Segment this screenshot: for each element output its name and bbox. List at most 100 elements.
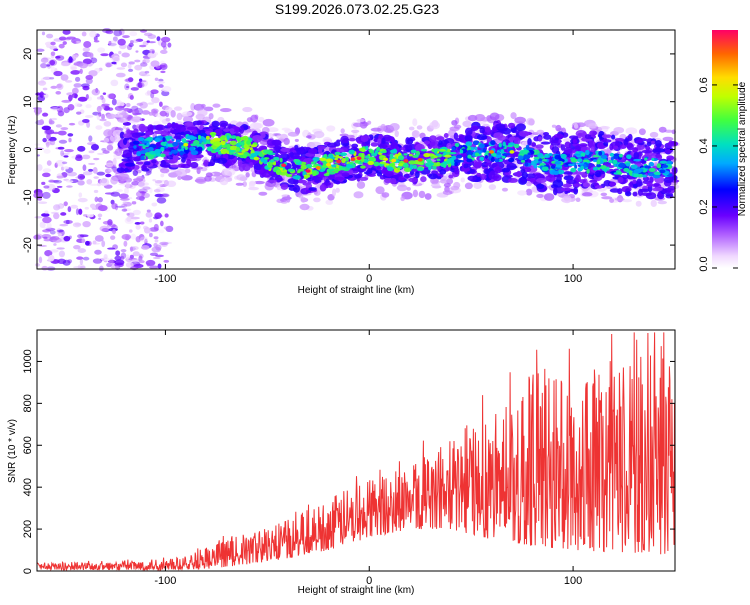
spectrogram-cell	[397, 167, 401, 171]
spectrogram-cell	[642, 174, 647, 178]
spectrogram-cell	[377, 138, 382, 145]
spectrogram-cell	[130, 216, 140, 220]
spectrogram-cell	[146, 90, 151, 96]
spectrogram-cell	[152, 178, 156, 182]
spectrogram-cell	[66, 185, 73, 188]
spectrogram-cell	[465, 141, 473, 147]
spectrogram-cell	[77, 197, 88, 203]
spectrogram-cell	[217, 150, 222, 155]
spectrogram-cell	[171, 138, 175, 142]
spectrogram-cell	[408, 177, 418, 183]
spectrogram-cell	[551, 124, 557, 128]
spectrogram-cell	[89, 183, 99, 186]
spectrogram-cell	[163, 179, 169, 187]
spectrogram-cell	[460, 152, 468, 158]
spectrogram-cell	[662, 136, 674, 142]
spectrogram-cell	[203, 106, 214, 112]
spectrogram-cell	[563, 147, 573, 154]
spectrogram-cell	[661, 164, 669, 168]
spectrogram-cell	[612, 159, 618, 165]
spectrogram-cell	[594, 170, 602, 178]
spectrogram-cell	[88, 135, 93, 142]
spectrogram-cell	[138, 78, 143, 83]
spectrogram-cell	[53, 204, 61, 211]
spectrogram-cell	[160, 60, 165, 66]
spectrogram-cell	[41, 191, 51, 199]
spectrogram-cell	[235, 142, 241, 148]
spectrogram-cell	[75, 76, 81, 82]
spectrogram-cell	[271, 139, 282, 146]
spectrogram-cell	[153, 236, 159, 240]
spectrogram-cell	[146, 142, 150, 147]
spectrogram-cell	[186, 126, 197, 130]
spectrogram-cell	[148, 218, 153, 223]
spectrogram-cell	[150, 108, 159, 114]
spectrogram-cell	[638, 128, 646, 136]
spectrogram-cell	[89, 203, 96, 209]
spectrogram-cell	[116, 189, 123, 193]
spectrogram-cell	[92, 242, 101, 245]
spectrogram-cell	[267, 179, 278, 183]
spectrogram-cell	[489, 112, 500, 121]
spectrogram-cell	[584, 149, 590, 156]
spectrogram-cell	[73, 244, 81, 250]
spectrogram-cell	[601, 134, 609, 139]
spectrogram-cell	[381, 192, 390, 198]
spectrogram-cell	[85, 104, 92, 109]
spectrogram-cell	[335, 187, 340, 193]
spectrogram-cell	[140, 62, 148, 67]
spectrogram-cell	[50, 41, 56, 46]
spectrogram-cell	[352, 122, 365, 128]
spectrogram-cell	[628, 170, 633, 176]
spectrogram-cell	[312, 170, 317, 177]
y-tick-label: 1000	[22, 349, 34, 373]
spectrogram-cell	[115, 72, 126, 78]
spectrogram-cell	[94, 249, 102, 255]
spectrogram-cell	[116, 167, 125, 174]
spectrogram-cell	[490, 156, 495, 163]
spectrogram-cell	[560, 153, 567, 159]
spectrogram-cell	[516, 170, 522, 178]
spectrogram-cell	[389, 123, 400, 131]
spectrogram-peak	[350, 157, 356, 162]
spectrogram-cell	[41, 181, 46, 185]
spectrogram-cell	[131, 258, 140, 263]
spectrogram-cell	[305, 174, 311, 178]
spectrogram-cell	[340, 128, 345, 134]
spectrogram-peak	[336, 159, 342, 164]
spectrogram-cell	[332, 188, 337, 197]
spectrogram-cell	[74, 102, 81, 108]
spectrogram-cell	[85, 93, 89, 100]
spectrogram-cell	[99, 118, 107, 122]
spectrogram-cell	[466, 158, 473, 163]
spectrogram-cell	[412, 189, 419, 198]
spectrogram-cell	[367, 160, 374, 166]
spectrogram-cell	[172, 154, 179, 163]
spectrogram-cell	[379, 155, 386, 158]
colorbar-tick-label: 0.2	[698, 199, 710, 214]
spectrogram-cell	[65, 80, 73, 83]
spectrogram-cell	[625, 162, 631, 167]
spectrogram-cell	[568, 135, 579, 140]
spectrogram-cell	[164, 135, 173, 140]
x-tick-label: -100	[154, 575, 176, 587]
spectrogram-cell	[214, 141, 222, 147]
spectrogram-cell	[348, 149, 355, 155]
spectrogram-cell	[296, 170, 301, 174]
spectrogram-cell	[633, 151, 640, 160]
spectrogram-cell	[135, 161, 144, 165]
spectrogram-cell	[82, 164, 87, 172]
spectrogram-cell	[480, 173, 487, 180]
spectrogram-cell	[501, 155, 506, 159]
spectrogram-cell	[50, 85, 58, 89]
spectrogram-cell	[525, 188, 533, 196]
spectrogram-cell	[397, 155, 405, 161]
spectrogram-peak	[403, 159, 409, 163]
spectrogram-cell	[473, 181, 482, 190]
spectrogram-cell	[155, 254, 164, 258]
spectrogram-cell	[241, 149, 246, 154]
spectrogram-cell	[77, 145, 86, 152]
spectrogram-cell	[105, 173, 112, 178]
colorbar-tick-label: 0.4	[698, 138, 710, 153]
